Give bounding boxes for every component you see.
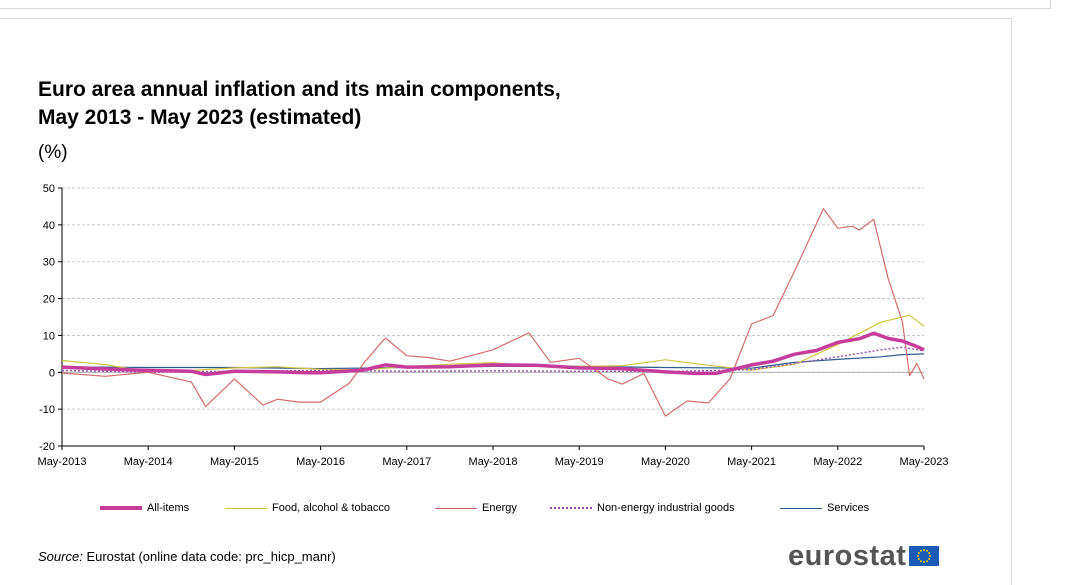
chart-title: Euro area annual inflation and its main … (38, 76, 561, 132)
eu-flag-icon (909, 546, 940, 566)
logo-text: eurostat (788, 540, 907, 572)
y-tick-label: 0 (49, 367, 55, 379)
y-tick-label: 40 (43, 220, 55, 232)
x-tick-label: May-2015 (210, 456, 259, 468)
series-line-non-energy-industrial-goods (61, 346, 925, 373)
legend-label: All-items (147, 502, 190, 514)
title-line-1: Euro area annual inflation and its main … (38, 78, 561, 101)
legend-item: Food, alcohol & tobacco (225, 502, 390, 514)
x-tick-label: May-2019 (555, 456, 604, 468)
y-tick-label: 30 (43, 257, 55, 269)
legend-swatch (780, 507, 822, 509)
y-tick-label: 10 (43, 330, 55, 342)
source-text: Eurostat (online data code: prc_hicp_man… (86, 549, 336, 564)
legend-item: Energy (435, 502, 517, 514)
x-tick-label: May-2021 (727, 456, 776, 468)
y-tick-label: -20 (39, 441, 55, 453)
y-tick-label: 50 (43, 183, 55, 195)
y-tick-label: -10 (39, 404, 55, 416)
series-lines (61, 208, 925, 417)
legend-swatch (100, 506, 142, 510)
legend-item: Services (780, 502, 869, 514)
legend-label: Services (827, 502, 870, 514)
legend-swatch (550, 507, 592, 509)
grid-lines (62, 187, 924, 410)
legend-swatch (225, 507, 267, 509)
x-tick-label: May-2020 (641, 456, 690, 468)
tick-labels: -20 -10 0 10 20 30 40 50 May-2013 May-2014 May-201… (38, 183, 949, 468)
x-tick-label: May-2022 (813, 456, 862, 468)
x-tick-label: May-2018 (469, 456, 518, 468)
x-tick-label: May-2013 (38, 456, 87, 468)
series-line-energy (61, 208, 925, 417)
legend-swatch (435, 507, 477, 509)
series-line-all-items (61, 331, 925, 377)
legend-item: All-items (100, 502, 189, 514)
title-line-2: May 2013 - May 2023 (estimated) (38, 106, 362, 129)
x-tick-label: May-2016 (296, 456, 345, 468)
x-tick-label: May-2017 (382, 456, 431, 468)
x-tick-label: May-2023 (900, 456, 949, 468)
top-frame (0, 0, 1051, 9)
unit-label: (%) (38, 142, 68, 163)
source-label: Source: (38, 549, 83, 564)
x-tick-label: May-2014 (124, 456, 173, 468)
y-tick-label: 20 (43, 294, 55, 306)
axes (58, 187, 925, 450)
source-note: Source: Eurostat (online data code: prc_… (38, 549, 336, 564)
legend-label: Non-energy industrial goods (597, 502, 735, 514)
legend-item: Non-energy industrial goods (550, 502, 735, 514)
legend-label: Energy (482, 502, 517, 514)
eurostat-logo: eurostat (788, 540, 940, 572)
chart-panel (0, 18, 1012, 585)
legend-label: Food, alcohol & tobacco (272, 502, 391, 514)
